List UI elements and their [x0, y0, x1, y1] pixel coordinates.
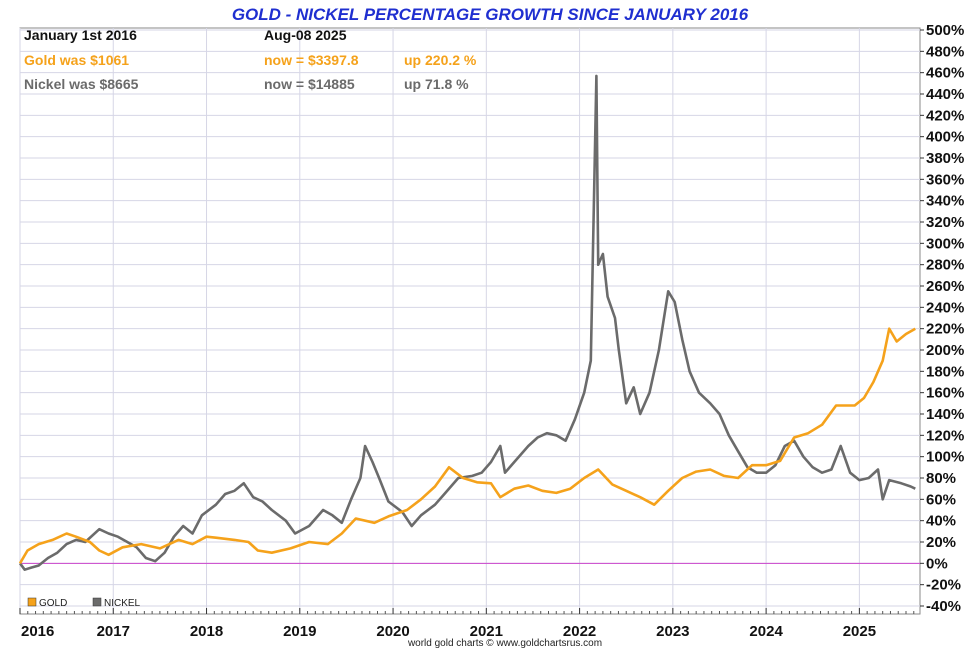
nickel-up-label: up 71.8 % [404, 76, 469, 92]
x-tick-label: 2021 [470, 623, 503, 640]
x-tick-label: 2025 [843, 623, 876, 640]
y-tick-label: 320% [926, 214, 964, 231]
y-tick-label: 60% [926, 491, 956, 508]
gold-start-label: Gold was $1061 [24, 52, 129, 68]
chart-title: GOLD - NICKEL PERCENTAGE GROWTH SINCE JA… [232, 5, 749, 24]
y-tick-label: 360% [926, 171, 964, 188]
x-tick-label: 2024 [749, 623, 783, 640]
y-tick-label: 0% [926, 555, 948, 572]
legend: GOLD NICKEL [27, 597, 141, 609]
plot-area [19, 27, 921, 615]
y-tick-label: 120% [926, 427, 964, 444]
y-tick-label: 420% [926, 107, 964, 124]
y-tick-label: 260% [926, 278, 964, 295]
credit-text: world gold charts © www.goldchartsrus.co… [407, 638, 602, 649]
y-tick-label: 460% [926, 65, 964, 82]
y-tick-label: 140% [926, 406, 964, 423]
y-tick-label: 380% [926, 150, 964, 167]
y-tick-label: -20% [926, 577, 961, 594]
series-line-gold [18, 327, 916, 564]
y-tick-label: 200% [926, 342, 964, 359]
legend-swatch-gold [27, 597, 37, 607]
gold-up-label: up 220.2 % [404, 52, 477, 68]
y-tick-label: 80% [926, 470, 956, 487]
series-layer [18, 74, 916, 571]
start-date-label: January 1st 2016 [24, 27, 137, 43]
y-axis-ticks: 500% 480% 460% 440% 420% 400% 380% 360% 340% 320%… [920, 22, 964, 615]
y-tick-label: 20% [926, 534, 956, 551]
y-tick-label: 100% [926, 449, 964, 466]
y-tick-label: 480% [926, 43, 964, 60]
y-tick-label: 180% [926, 363, 964, 380]
end-date-label: Aug-08 2025 [264, 27, 347, 43]
legend-label-gold: GOLD [39, 598, 67, 609]
grid [19, 28, 920, 614]
y-tick-label: 440% [926, 86, 964, 103]
y-tick-label: 40% [926, 513, 956, 530]
x-tick-label: 2019 [283, 623, 316, 640]
x-tick-label: 2023 [656, 623, 689, 640]
y-tick-label: 240% [926, 299, 964, 316]
legend-label-nickel: NICKEL [104, 598, 141, 609]
gold-now-label: now = $3397.8 [264, 52, 359, 68]
y-tick-label: 220% [926, 321, 964, 338]
y-tick-label: 400% [926, 129, 964, 146]
nickel-now-label: now = $14885 [264, 76, 355, 92]
y-tick-label: 280% [926, 257, 964, 274]
x-tick-label: 2017 [97, 623, 130, 640]
x-axis-ticks: 2016 2017 2018 2019 2020 2021 2022 2023 2024 2025 [19, 608, 915, 640]
x-tick-label: 2022 [563, 623, 596, 640]
y-tick-label: 160% [926, 385, 964, 402]
legend-swatch-nickel [92, 597, 102, 607]
nickel-start-label: Nickel was $8665 [24, 76, 139, 92]
y-tick-label: 300% [926, 235, 964, 252]
x-tick-label: 2016 [21, 623, 54, 640]
y-tick-label: 340% [926, 193, 964, 210]
y-tick-label: 500% [926, 22, 964, 39]
x-tick-label: 2018 [190, 623, 223, 640]
x-tick-label: 2020 [376, 623, 409, 640]
y-tick-label: -40% [926, 598, 961, 615]
